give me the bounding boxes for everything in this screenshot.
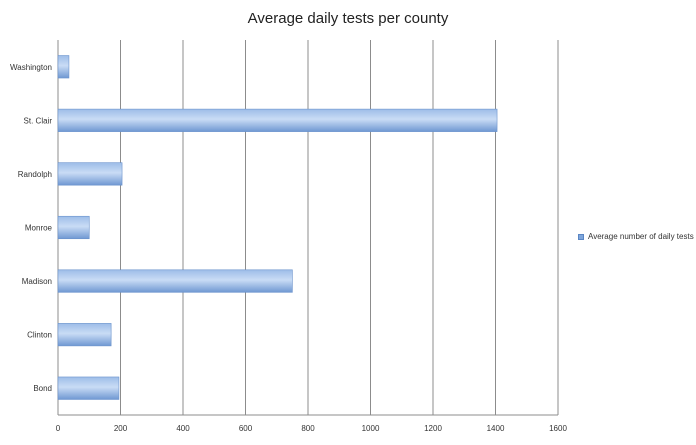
bar	[57, 55, 70, 79]
legend-swatch	[578, 233, 584, 240]
bar	[57, 108, 498, 132]
x-tick-label: 200	[114, 424, 128, 433]
x-tick-label: 800	[301, 424, 315, 433]
legend-label: Average number of daily tests	[588, 232, 694, 241]
category-label: Madison	[22, 277, 52, 286]
category-label: Washington	[10, 63, 52, 72]
category-label: Randolph	[18, 170, 52, 179]
x-tick-label: 1000	[362, 424, 380, 433]
category-label: Clinton	[27, 331, 52, 340]
category-label: Monroe	[25, 224, 53, 233]
x-tick-label: 0	[56, 424, 61, 433]
chart-title: Average daily tests per county	[247, 10, 449, 27]
x-tick-label: 1400	[487, 424, 505, 433]
legend: Average number of daily tests	[578, 232, 694, 241]
x-tick-label: 1600	[549, 424, 567, 433]
category-label: St. Clair	[24, 116, 53, 125]
x-tick-label: 400	[176, 424, 190, 433]
bar	[57, 323, 112, 347]
bar	[57, 269, 293, 293]
bar	[57, 215, 90, 240]
x-tick-label: 600	[239, 424, 253, 433]
category-label: Bond	[33, 384, 52, 393]
bar	[57, 376, 120, 400]
x-tick-label: 1200	[424, 424, 442, 433]
bar	[57, 162, 123, 186]
